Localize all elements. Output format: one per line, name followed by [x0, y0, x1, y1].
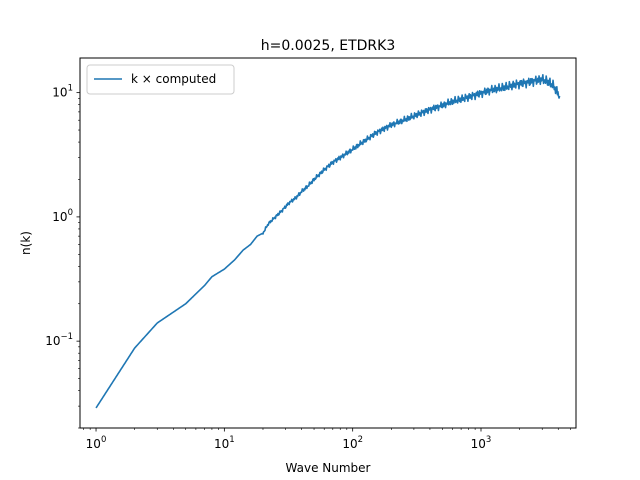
- legend: k × computed: [86, 64, 235, 95]
- y-tick-label: 10−1: [45, 332, 73, 348]
- plot-frame: [79, 57, 577, 429]
- y-axis-label: n(k): [19, 231, 33, 255]
- chart-title: h=0.0025, ETDRK3: [261, 38, 395, 54]
- legend-label: k × computed: [131, 72, 216, 86]
- x-tick-label: 102: [342, 435, 363, 451]
- x-tick-label: 100: [86, 435, 107, 451]
- x-axis-label: Wave Number: [286, 461, 371, 475]
- series-line: [95, 74, 561, 409]
- x-axis-ticks: 100 101 102 103: [83, 428, 571, 451]
- plot-area: [80, 58, 576, 428]
- legend-box: [86, 64, 235, 95]
- x-tick-label: 103: [471, 435, 492, 451]
- series-layer: [95, 74, 561, 409]
- y-axis-ticks: 10−1 100 101: [45, 84, 80, 429]
- y-tick-label: 100: [52, 208, 73, 224]
- y-tick-label: 101: [52, 84, 73, 100]
- x-tick-label: 101: [214, 435, 235, 451]
